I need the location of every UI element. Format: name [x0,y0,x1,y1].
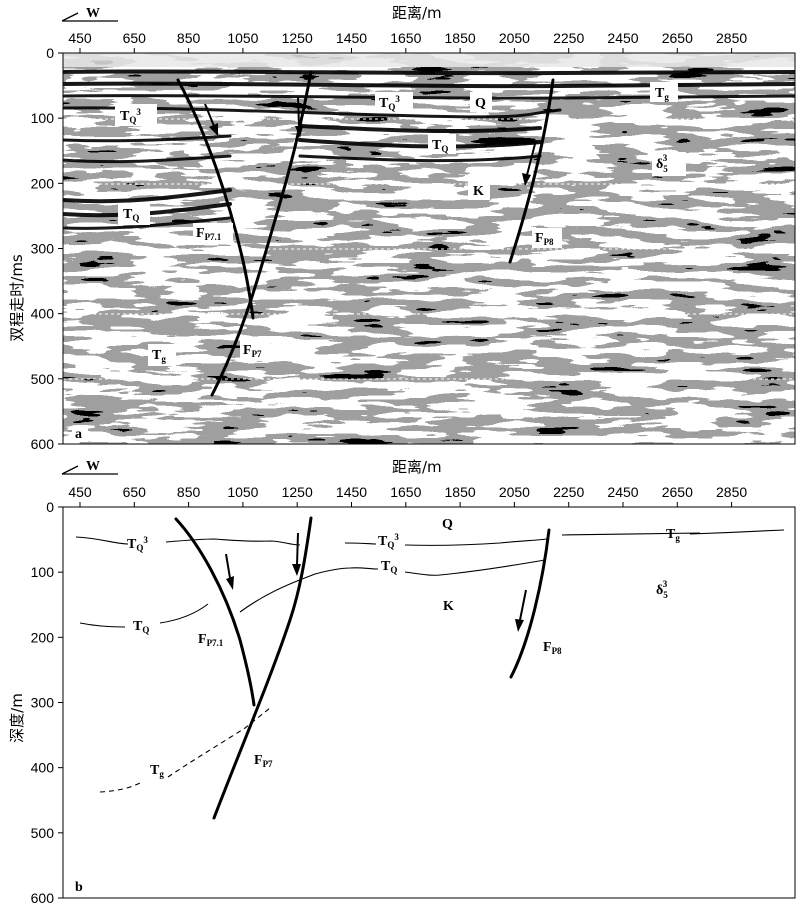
x-tick-label: 2450 [607,484,638,500]
panel-b-letter: b [75,880,83,895]
x-tick-label: 850 [177,30,201,46]
x-tick-label: 2450 [607,30,638,46]
label-tq-left-b: TQ [133,619,149,635]
x-tick-label: 2250 [553,30,584,46]
svg-text:W: W [86,459,100,474]
y-tick-label: 400 [31,306,55,322]
label-tg-left-b: Tg [150,763,164,779]
y-tick-label: 500 [31,371,55,387]
y-tick-label: 100 [31,564,55,580]
x-tick-label: 450 [68,484,92,500]
seismic-section-image [63,53,795,444]
label-tq3-mid: TQ3 [379,94,400,112]
y-tick-label: 200 [31,175,55,191]
x-tick-label: 2650 [662,484,693,500]
y-tick-label: 600 [31,890,55,906]
x-tick-label: 850 [177,484,201,500]
panel-b: Q TQ3 TQ3 Tg TQ δ53 K TQ FP7.1 FP8 Tg FP… [8,458,796,906]
label-tq3-left: TQ3 [120,107,141,125]
label-tg-right: Tg [655,86,669,102]
y-tick-label: 0 [46,45,54,61]
x-tick-label: 1650 [390,30,421,46]
x-tick-label: 1450 [336,484,367,500]
label-fp8-b: FP8 [543,640,562,656]
label-delta: δ53 [656,153,668,174]
x-tick-label: 1850 [445,30,476,46]
x-tick-label: 650 [123,30,147,46]
x-tick-label: 2850 [716,484,747,500]
label-q-b: Q [442,517,453,532]
x-tick-label: 1650 [390,484,421,500]
label-tq3-left-b: TQ3 [127,535,148,553]
panel-a-y-title: 双程走时/ms [8,254,26,342]
arrow-fp7-1-b [225,553,234,590]
label-tq-left: TQ [123,207,139,223]
fault-fp7-line-b [212,516,313,820]
label-fp7-1: FP7.1 [196,226,222,242]
x-tick-label: 1050 [227,30,258,46]
fault-fp7-1-line-b [174,517,256,707]
y-tick-label: 600 [31,436,55,452]
y-tick-label: 300 [31,241,55,257]
x-tick-label: 1250 [282,484,313,500]
x-tick-label: 2050 [499,30,530,46]
y-tick-label: 200 [31,629,55,645]
x-tick-label: 2850 [716,30,747,46]
y-tick-label: 500 [31,825,55,841]
horizon-tq-left [79,603,209,628]
label-tq3-mid-b: TQ3 [378,532,399,550]
horizon-tg-left [99,707,271,793]
panel-b-x-title: 距离/m [392,458,442,476]
arrow-fp7-b [292,532,301,576]
fault-fp8-line [508,78,555,264]
panel-a-x-title: 距离/m [392,4,442,22]
label-tq-mid: TQ [432,138,448,154]
label-k: K [473,184,484,199]
panel-a-y-ticks: 0 100 200 300 400 500 600 [31,45,63,452]
x-tick-label: 1050 [227,484,258,500]
label-delta-b: δ53 [656,579,668,600]
x-tick-label: 2250 [553,484,584,500]
label-q: Q [475,96,486,111]
label-fp7: FP7 [243,343,262,359]
label-k-b: K [443,599,454,614]
x-tick-label: 450 [68,30,92,46]
arrow-fp7-1 [204,103,218,136]
horizon-tg-right [561,529,785,536]
direction-west-indicator-b: W [61,459,118,475]
horizon-tq-mid [239,559,546,613]
arrow-fp7 [295,96,303,138]
panel-a-x-ticks: 450 650 850 1050 1250 1450 1650 1850 2050 2250 245… [68,30,747,53]
label-tq-mid-b: TQ [381,559,397,575]
direction-west-indicator-a: W [61,6,118,22]
x-tick-label: 2650 [662,30,693,46]
label-tg-right-b: Tg [666,527,680,543]
fault-fp7-line [210,70,313,397]
panel-b-x-ticks: 450 650 850 1050 1250 1450 1650 1850 2050 2250 245… [68,484,747,507]
fault-fp8-line-b [509,528,551,679]
x-tick-label: 1250 [282,30,313,46]
arrow-fp8 [522,139,537,186]
panel-b-y-title: 深度/m [8,693,26,743]
horizon-tq3 [75,536,548,546]
label-fp7-b: FP7 [254,753,273,769]
x-tick-label: 2050 [499,484,530,500]
y-tick-label: 0 [46,499,54,515]
y-tick-label: 400 [31,760,55,776]
x-tick-label: 1850 [445,484,476,500]
x-tick-label: 1450 [336,30,367,46]
svg-text:W: W [86,6,100,21]
label-tg-left: Tg [152,348,166,364]
panel-b-frame [62,506,796,899]
label-fp7-1-b: FP7.1 [198,632,224,648]
arrow-fp8-b [515,589,527,632]
y-tick-label: 100 [31,110,55,126]
x-tick-label: 650 [123,484,147,500]
panel-a-letter: a [75,427,82,442]
y-tick-label: 300 [31,695,55,711]
label-fp8: FP8 [535,231,554,247]
panel-a: TQ3 TQ3 Q Tg TQ δ53 K TQ FP7.1 FP8 Tg FP… [8,4,796,452]
panel-b-y-ticks: 0 100 200 300 400 500 600 [31,499,63,906]
